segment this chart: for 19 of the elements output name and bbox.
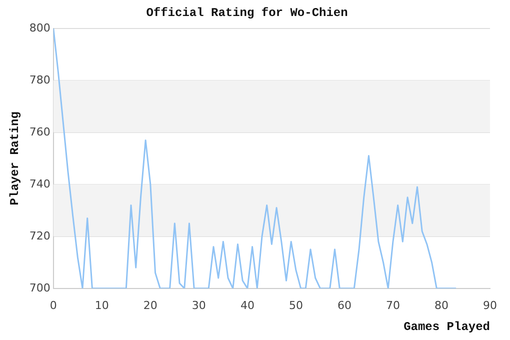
y-tick-label: 700 xyxy=(29,281,50,294)
chart-title: Official Rating for Wo-Chien xyxy=(146,6,348,20)
x-axis-title: Games Played xyxy=(404,320,490,334)
x-tick-label: 0 xyxy=(50,298,57,312)
y-axis-title: Player Rating xyxy=(8,112,22,206)
y-tick-label: 760 xyxy=(29,125,50,138)
x-tick-label: 80 xyxy=(434,298,448,312)
y-tick-label: 720 xyxy=(29,229,50,242)
x-tick-label: 50 xyxy=(288,298,303,312)
x-tick-label: 20 xyxy=(143,298,158,312)
y-tick-label: 740 xyxy=(29,177,50,190)
x-tick-label: 40 xyxy=(240,298,254,312)
x-tick-label: 30 xyxy=(192,298,206,312)
x-tick-label: 10 xyxy=(94,298,109,312)
y-tick-label: 800 xyxy=(29,21,50,34)
x-tick-label: 60 xyxy=(337,298,352,312)
x-tick-label: 70 xyxy=(386,298,400,312)
x-tick-label: 90 xyxy=(483,298,497,312)
y-tick-label: 780 xyxy=(29,73,50,86)
